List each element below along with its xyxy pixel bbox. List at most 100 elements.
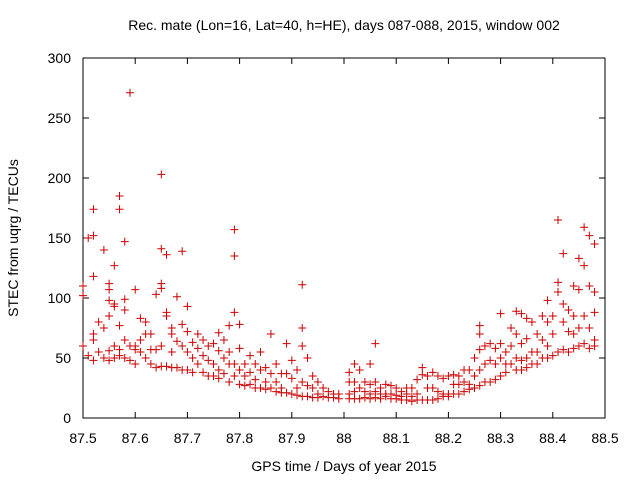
data-point — [517, 366, 526, 374]
data-point — [193, 360, 202, 368]
data-point — [303, 381, 312, 390]
data-point — [105, 296, 114, 305]
data-point — [209, 372, 218, 380]
data-point — [470, 384, 479, 392]
data-point — [350, 360, 359, 368]
data-point — [533, 330, 542, 338]
data-point — [266, 330, 275, 338]
data-point — [183, 327, 192, 336]
data-point — [585, 282, 594, 290]
x-tick-labels: 87.5 87.6 87.7 87.8 87.9 88 88.1 88.2 88.3 88.4 88… — [69, 430, 618, 446]
data-point — [507, 342, 516, 350]
data-point — [574, 342, 583, 350]
data-point — [282, 369, 291, 378]
data-point — [99, 324, 108, 332]
data-point — [460, 387, 469, 396]
data-point — [235, 344, 244, 353]
data-point — [538, 312, 547, 320]
data-point — [89, 356, 98, 365]
data-point — [460, 378, 469, 386]
data-point — [507, 360, 516, 368]
data-point — [141, 318, 150, 326]
data-point — [251, 360, 260, 368]
data-point — [418, 363, 427, 372]
data-point — [470, 354, 479, 362]
data-point — [298, 378, 307, 386]
data-point — [475, 381, 484, 390]
data-point — [256, 366, 265, 374]
data-point — [480, 360, 489, 368]
data-point — [512, 330, 521, 338]
data-point — [287, 390, 296, 398]
data-point — [564, 327, 573, 336]
data-point — [590, 342, 599, 350]
data-point — [235, 380, 244, 389]
data-point — [105, 312, 114, 320]
data-point — [475, 366, 484, 374]
data-point — [355, 366, 364, 374]
data-point — [157, 170, 166, 179]
data-point — [178, 247, 187, 256]
data-point — [193, 330, 202, 338]
data-point — [99, 246, 108, 254]
data-point — [433, 387, 442, 396]
data-point — [580, 261, 589, 270]
data-point — [543, 318, 552, 326]
data-point — [507, 324, 516, 332]
data-point — [517, 339, 526, 348]
data-point — [407, 384, 416, 392]
data-point — [522, 314, 531, 323]
data-point — [209, 360, 218, 368]
data-point — [89, 231, 98, 240]
data-point — [334, 394, 343, 403]
data-point — [585, 324, 594, 332]
data-point — [548, 330, 557, 338]
data-point — [580, 339, 589, 348]
data-point — [554, 288, 563, 296]
data-point — [329, 393, 338, 402]
data-point — [585, 231, 594, 240]
data-point — [178, 342, 187, 350]
data-point — [496, 309, 505, 318]
y-tick-label: 150 — [48, 230, 72, 246]
data-point — [131, 360, 140, 368]
data-point — [115, 321, 124, 330]
data-point — [94, 348, 103, 356]
data-point — [554, 216, 563, 224]
data-point — [240, 372, 249, 380]
data-point — [293, 384, 302, 392]
data-point — [131, 345, 140, 354]
data-point — [188, 354, 197, 362]
data-point — [152, 345, 161, 354]
data-point — [240, 360, 249, 368]
x-tick-label: 87.5 — [69, 430, 96, 446]
data-point — [486, 356, 495, 365]
data-point — [496, 354, 505, 362]
data-point — [418, 370, 427, 379]
data-point — [110, 302, 119, 311]
data-point — [110, 261, 119, 270]
data-point — [235, 320, 244, 329]
data-point — [522, 334, 531, 343]
data-point — [256, 348, 265, 356]
data-point — [392, 394, 401, 403]
data-point — [105, 285, 114, 294]
data-point — [225, 321, 234, 330]
data-point — [454, 380, 463, 389]
data-point — [543, 296, 552, 305]
data-point — [548, 312, 557, 320]
data-point — [246, 380, 255, 389]
y-tick-label: 50 — [55, 350, 71, 366]
data-point — [172, 292, 181, 301]
data-point — [433, 372, 442, 380]
data-point — [157, 244, 166, 253]
data-point — [272, 360, 281, 368]
data-point — [319, 392, 328, 401]
data-point — [491, 344, 500, 353]
data-point — [230, 252, 239, 260]
data-point — [470, 372, 479, 380]
x-tick-label: 87.7 — [174, 430, 201, 446]
data-point — [527, 318, 536, 326]
data-point — [261, 363, 270, 372]
data-point — [428, 368, 437, 377]
